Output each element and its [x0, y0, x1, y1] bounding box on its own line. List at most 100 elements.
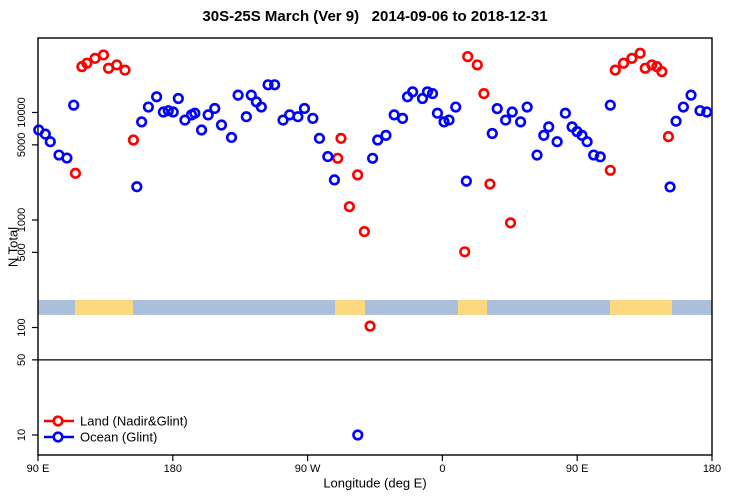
data-point	[167, 106, 179, 118]
data-point	[111, 59, 123, 71]
data-point	[202, 109, 214, 121]
data-point	[701, 106, 713, 118]
y-tick-label: 5000	[16, 133, 28, 157]
land-strip-segment	[457, 300, 488, 315]
data-point	[421, 86, 434, 98]
data-point	[694, 105, 706, 117]
data-point	[609, 64, 621, 76]
data-point	[240, 111, 252, 123]
data-point	[119, 64, 131, 76]
data-point	[588, 149, 600, 161]
y-tick-label: 1000	[16, 208, 28, 232]
x-tick-label: 180	[703, 463, 721, 475]
data-point	[604, 164, 616, 176]
data-point	[322, 150, 334, 163]
data-point	[313, 132, 326, 144]
data-point	[443, 114, 455, 126]
data-point	[521, 101, 533, 113]
y-tick-label: 50	[16, 354, 28, 366]
plot-frame	[37, 37, 713, 456]
data-point	[232, 89, 244, 101]
data-point	[328, 174, 341, 186]
data-point	[292, 111, 304, 123]
data-point	[335, 132, 347, 144]
data-point	[343, 201, 355, 213]
data-point	[486, 127, 498, 140]
data-point	[162, 105, 174, 117]
data-point	[277, 114, 289, 126]
data-point	[500, 114, 512, 126]
data-point	[531, 149, 543, 161]
data-point	[195, 124, 208, 136]
data-point	[255, 101, 267, 113]
data-point	[677, 101, 689, 113]
data-point	[484, 178, 496, 190]
data-point	[131, 181, 143, 193]
data-point	[81, 57, 93, 69]
land-strip-segment	[74, 300, 133, 315]
data-point	[626, 52, 638, 64]
legend-label-land: Land (Nadir&Glint)	[80, 414, 188, 429]
data-point	[506, 106, 518, 118]
data-point	[617, 57, 630, 69]
data-point	[269, 79, 281, 91]
data-point	[372, 134, 384, 146]
data-point	[68, 99, 80, 111]
legend-item-ocean: Ocean (Glint)	[44, 430, 157, 445]
legend-label-ocean: Ocean (Glint)	[80, 430, 157, 445]
data-point	[426, 87, 439, 100]
data-point	[69, 167, 82, 179]
data-point	[396, 112, 409, 124]
legend-item-land: Land (Nadir&Glint)	[44, 414, 188, 429]
data-point	[471, 59, 483, 71]
data-point	[646, 59, 658, 71]
data-point	[478, 87, 490, 100]
data-points	[33, 47, 713, 441]
data-point	[225, 131, 238, 144]
land-ocean-strip	[38, 300, 712, 315]
data-point	[97, 49, 110, 61]
x-tick-label: 90 E	[27, 463, 50, 475]
data-point	[332, 152, 344, 164]
data-point	[136, 116, 148, 128]
data-point	[664, 181, 676, 193]
data-point	[459, 246, 471, 258]
y-tick-label: 10000	[16, 97, 28, 128]
y-tick-label: 500	[16, 243, 28, 261]
data-point	[460, 175, 472, 187]
data-point	[462, 51, 474, 63]
data-point	[307, 112, 319, 124]
data-point	[543, 121, 555, 133]
data-point	[538, 129, 550, 141]
chart-title: 30S-25S March (Ver 9) 2014-09-06 to 2018…	[202, 8, 548, 25]
data-point	[352, 169, 364, 181]
data-point	[298, 102, 311, 115]
data-point	[39, 128, 51, 140]
data-point	[179, 114, 191, 126]
legend: Land (Nadir&Glint) Ocean (Glint)	[44, 414, 188, 445]
data-point	[352, 429, 364, 441]
x-tick-label: 180	[164, 463, 182, 475]
data-point	[61, 152, 73, 164]
data-point	[662, 131, 675, 143]
x-axis-label: Longitude (deg E)	[323, 475, 427, 491]
y-tick-label: 10	[16, 429, 28, 441]
x-tick-label: 90 E	[566, 463, 589, 475]
data-point	[594, 151, 606, 163]
data-point	[656, 66, 668, 78]
axis-ticks: 90 E 180 90 W 0 90 E 180 10000 5000 1000 500 100 50…	[16, 97, 721, 475]
data-point	[189, 107, 201, 119]
data-point	[215, 119, 228, 131]
data-point	[262, 79, 274, 91]
land-strip-segment	[610, 300, 673, 315]
ocean-strip	[38, 300, 712, 315]
data-point	[670, 115, 682, 127]
data-point	[358, 225, 370, 238]
data-point	[209, 102, 221, 115]
data-point	[581, 136, 593, 148]
x-tick-label: 90 W	[295, 463, 321, 475]
data-point	[364, 320, 376, 332]
data-point	[431, 107, 444, 119]
data-point	[151, 91, 163, 103]
